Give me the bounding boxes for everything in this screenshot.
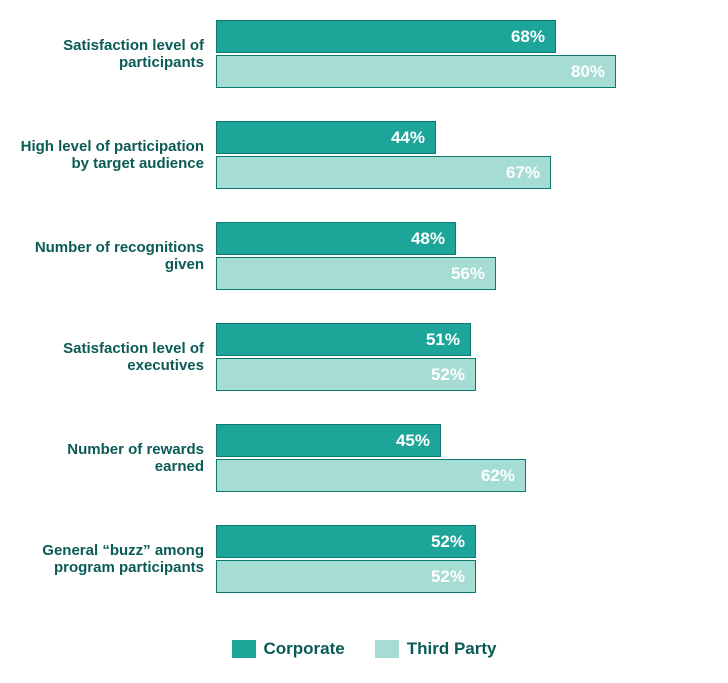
legend-label-thirdparty: Third Party — [407, 639, 497, 659]
bar-value-label: 52% — [431, 365, 465, 385]
chart-plot-area: 68% 80% 44% 67% 48% 56% 51% 52% 45% 62% 52% 52% — [216, 20, 716, 613]
chart-legend: Corporate Third Party — [0, 639, 728, 659]
bar-value-label: 67% — [506, 163, 540, 183]
bar-thirdparty: 56% — [216, 257, 496, 290]
bar-value-label: 48% — [411, 229, 445, 249]
bar-corporate: 45% — [216, 424, 441, 457]
bar-corporate: 68% — [216, 20, 556, 53]
grouped-horizontal-bar-chart: Satisfaction level of participants High l… — [0, 0, 728, 683]
bar-value-label: 44% — [391, 128, 425, 148]
bar-value-label: 52% — [431, 567, 465, 587]
bar-group: 44% 67% — [216, 121, 716, 189]
bar-value-label: 56% — [451, 264, 485, 284]
category-label: Satisfaction level of executives — [14, 340, 204, 375]
bar-group: 52% 52% — [216, 525, 716, 593]
category-label: Number of recognitions given — [14, 239, 204, 274]
bar-corporate: 48% — [216, 222, 456, 255]
category-label: General “buzz” among program participant… — [14, 542, 204, 577]
legend-label-corporate: Corporate — [264, 639, 345, 659]
bar-corporate: 52% — [216, 525, 476, 558]
bar-thirdparty: 62% — [216, 459, 526, 492]
bar-corporate: 44% — [216, 121, 436, 154]
bar-value-label: 80% — [571, 62, 605, 82]
category-labels: Satisfaction level of participants High l… — [0, 20, 216, 613]
bar-group: 68% 80% — [216, 20, 716, 88]
bar-group: 48% 56% — [216, 222, 716, 290]
bar-thirdparty: 80% — [216, 55, 616, 88]
bar-corporate: 51% — [216, 323, 471, 356]
category-label: Satisfaction level of participants — [14, 37, 204, 72]
bar-thirdparty: 52% — [216, 358, 476, 391]
bar-group: 45% 62% — [216, 424, 716, 492]
bar-value-label: 45% — [396, 431, 430, 451]
legend-item-thirdparty: Third Party — [375, 639, 497, 659]
legend-item-corporate: Corporate — [232, 639, 345, 659]
bar-value-label: 62% — [481, 466, 515, 486]
bar-value-label: 52% — [431, 532, 465, 552]
bar-thirdparty: 52% — [216, 560, 476, 593]
bar-value-label: 51% — [426, 330, 460, 350]
legend-swatch-thirdparty — [375, 640, 399, 658]
category-label: High level of participation by target au… — [14, 138, 204, 173]
category-label: Number of rewards earned — [14, 441, 204, 476]
bar-value-label: 68% — [511, 27, 545, 47]
bar-thirdparty: 67% — [216, 156, 551, 189]
bar-group: 51% 52% — [216, 323, 716, 391]
legend-swatch-corporate — [232, 640, 256, 658]
